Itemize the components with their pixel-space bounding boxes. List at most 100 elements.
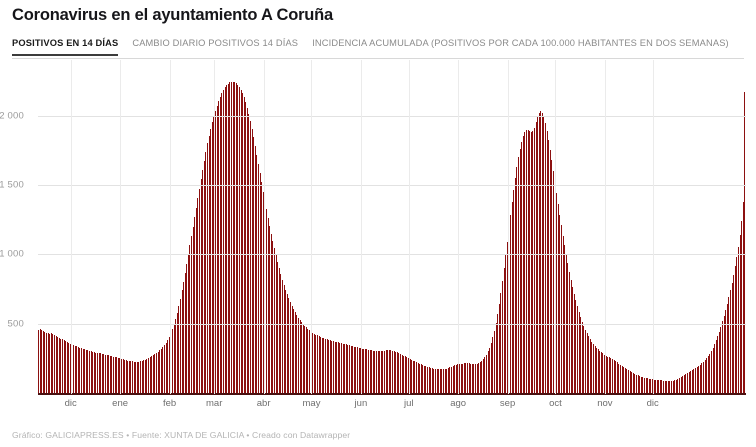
- tab-incidencia-acumulada[interactable]: INCIDENCIA ACUMULADA (POSITIVOS POR CADA…: [312, 38, 729, 54]
- bar[interactable]: [474, 363, 476, 393]
- bar[interactable]: [738, 246, 740, 393]
- bar[interactable]: [529, 130, 531, 393]
- bar[interactable]: [52, 334, 54, 393]
- bar[interactable]: [393, 351, 395, 393]
- bar[interactable]: [439, 369, 441, 393]
- bar[interactable]: [317, 335, 319, 393]
- bar[interactable]: [482, 359, 484, 393]
- bar[interactable]: [479, 362, 481, 393]
- bar[interactable]: [318, 336, 320, 393]
- bar[interactable]: [293, 309, 295, 393]
- bar[interactable]: [463, 363, 465, 393]
- bar[interactable]: [569, 271, 570, 393]
- bar[interactable]: [702, 361, 704, 393]
- bar[interactable]: [47, 333, 49, 393]
- bar[interactable]: [360, 348, 362, 393]
- bar[interactable]: [208, 135, 210, 393]
- bar[interactable]: [229, 82, 231, 393]
- bar[interactable]: [120, 359, 122, 393]
- bar[interactable]: [517, 157, 519, 393]
- bar[interactable]: [302, 323, 304, 393]
- bar[interactable]: [635, 374, 637, 393]
- bar[interactable]: [734, 266, 736, 393]
- bar[interactable]: [687, 373, 688, 393]
- bar[interactable]: [731, 282, 733, 393]
- bar[interactable]: [366, 349, 368, 393]
- bar[interactable]: [266, 209, 268, 393]
- bar[interactable]: [216, 105, 218, 393]
- bar[interactable]: [549, 149, 551, 393]
- bar[interactable]: [49, 334, 51, 393]
- bar[interactable]: [588, 336, 590, 393]
- bar[interactable]: [586, 333, 588, 393]
- bar[interactable]: [545, 123, 547, 393]
- bar[interactable]: [487, 351, 489, 393]
- bar[interactable]: [114, 357, 116, 393]
- bar[interactable]: [230, 81, 232, 393]
- bar[interactable]: [259, 173, 261, 393]
- bar[interactable]: [490, 342, 492, 393]
- bar[interactable]: [304, 325, 306, 393]
- bar[interactable]: [151, 356, 153, 393]
- bar[interactable]: [384, 350, 386, 393]
- bar[interactable]: [248, 114, 250, 393]
- bar[interactable]: [262, 191, 264, 393]
- bar[interactable]: [647, 378, 649, 393]
- bar[interactable]: [176, 312, 178, 393]
- bar[interactable]: [382, 350, 384, 393]
- bar[interactable]: [307, 328, 309, 393]
- bar[interactable]: [215, 111, 216, 393]
- bar[interactable]: [510, 215, 511, 393]
- bar[interactable]: [532, 131, 534, 393]
- bar[interactable]: [720, 326, 722, 393]
- bar[interactable]: [101, 353, 103, 393]
- bar[interactable]: [89, 350, 91, 393]
- bar[interactable]: [435, 368, 437, 393]
- bar[interactable]: [337, 342, 339, 393]
- bar[interactable]: [38, 329, 39, 393]
- bar[interactable]: [615, 361, 617, 393]
- bar[interactable]: [575, 300, 577, 393]
- bar[interactable]: [653, 379, 655, 393]
- bar[interactable]: [39, 329, 41, 393]
- bar[interactable]: [264, 200, 266, 393]
- bar[interactable]: [414, 361, 416, 393]
- bar[interactable]: [261, 182, 263, 393]
- bar[interactable]: [270, 233, 272, 393]
- bar[interactable]: [288, 298, 290, 393]
- bar[interactable]: [562, 235, 564, 393]
- bar[interactable]: [561, 225, 563, 393]
- bar[interactable]: [112, 356, 114, 393]
- bar[interactable]: [92, 351, 94, 393]
- bar[interactable]: [165, 342, 167, 393]
- bar[interactable]: [742, 201, 744, 393]
- bar[interactable]: [709, 353, 711, 393]
- bar[interactable]: [613, 360, 615, 393]
- bar[interactable]: [163, 345, 165, 393]
- bar[interactable]: [243, 97, 245, 393]
- bar[interactable]: [718, 331, 720, 393]
- bar[interactable]: [677, 378, 679, 393]
- bar[interactable]: [345, 344, 347, 393]
- bar[interactable]: [192, 226, 194, 393]
- bar[interactable]: [82, 348, 84, 393]
- bar[interactable]: [458, 364, 460, 393]
- bar[interactable]: [104, 354, 106, 393]
- bar[interactable]: [409, 358, 411, 393]
- bar[interactable]: [559, 214, 561, 393]
- bar[interactable]: [79, 347, 81, 393]
- bar[interactable]: [610, 358, 612, 393]
- bar[interactable]: [583, 325, 585, 393]
- bar[interactable]: [503, 268, 505, 393]
- bar[interactable]: [422, 365, 424, 393]
- bar[interactable]: [100, 353, 102, 393]
- bar[interactable]: [511, 202, 513, 393]
- bar[interactable]: [374, 350, 376, 393]
- bar[interactable]: [441, 369, 443, 393]
- bar[interactable]: [430, 367, 432, 393]
- bar[interactable]: [157, 351, 159, 393]
- bar[interactable]: [328, 339, 330, 393]
- bar[interactable]: [141, 360, 143, 393]
- bar[interactable]: [618, 363, 620, 393]
- bar[interactable]: [688, 372, 690, 393]
